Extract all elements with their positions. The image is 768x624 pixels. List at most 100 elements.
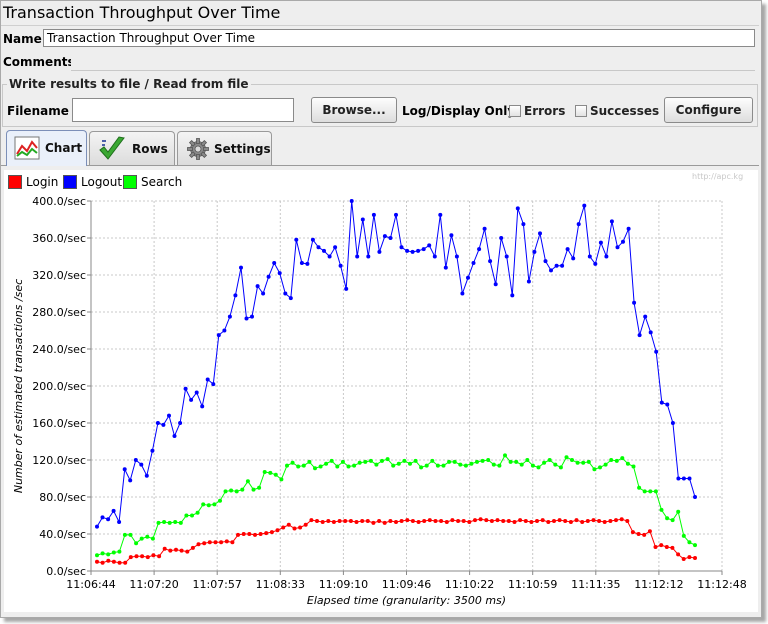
tab-chart[interactable]: Chart (6, 130, 87, 166)
data-point-logout (554, 263, 559, 268)
configure-button[interactable]: Configure (664, 97, 753, 123)
data-point-login (111, 559, 116, 564)
browse-button[interactable]: Browse... (311, 97, 397, 123)
data-point-login (506, 519, 511, 523)
tabs-baseline (1, 165, 759, 166)
data-point-login (501, 519, 506, 523)
data-point-logout (587, 254, 592, 259)
data-point-login (568, 520, 573, 524)
data-point-login (219, 540, 224, 545)
data-point-search (430, 458, 435, 463)
data-point-logout (277, 271, 282, 276)
data-point-logout (410, 249, 415, 254)
data-point-logout (460, 291, 465, 296)
data-point-login (636, 532, 641, 536)
data-point-login (444, 520, 449, 524)
tab-rows[interactable]: Rows (89, 131, 175, 165)
data-point-login (140, 554, 145, 559)
data-point-search (530, 463, 535, 468)
data-point-logout (543, 259, 548, 264)
data-point-login (292, 526, 297, 531)
data-point-login (236, 532, 240, 537)
data-point-login (563, 519, 568, 523)
data-point-logout (172, 434, 177, 438)
data-point-search (475, 459, 479, 464)
errors-checkbox[interactable] (509, 105, 521, 117)
legend-label-search: Search (141, 175, 183, 189)
data-point-search (139, 536, 144, 541)
data-point-search (223, 489, 228, 494)
errors-label: Errors (524, 104, 566, 118)
data-point-logout (504, 254, 509, 259)
filename-input[interactable] (72, 98, 294, 122)
successes-checkbox[interactable] (575, 105, 587, 117)
data-point-login (377, 519, 382, 523)
legend-swatch-login (8, 175, 22, 189)
comments-label: Comments: (3, 55, 80, 69)
data-point-logout (261, 291, 266, 296)
name-input[interactable]: Transaction Throughput Over Time (43, 29, 755, 47)
data-point-search (525, 458, 530, 462)
data-point-logout (178, 421, 183, 425)
data-point-login (343, 519, 348, 523)
data-point-search (111, 550, 116, 555)
data-point-logout (681, 476, 686, 481)
data-point-logout (316, 245, 321, 250)
data-point-search (665, 516, 670, 521)
data-point-login (100, 560, 105, 565)
data-point-logout (144, 473, 149, 478)
data-point-logout (122, 467, 127, 472)
data-point-logout (471, 261, 476, 265)
data-point-logout (95, 524, 99, 529)
data-point-logout (305, 261, 310, 266)
data-point-logout (499, 236, 504, 240)
data-point-logout (139, 462, 144, 467)
data-point-login (439, 519, 444, 523)
data-point-login (614, 518, 618, 523)
comments-input[interactable] (71, 54, 755, 71)
data-point-search (547, 458, 552, 462)
data-point-search (480, 458, 485, 463)
data-point-login (518, 518, 523, 523)
data-point-login (557, 518, 562, 523)
data-point-login (523, 519, 528, 523)
data-point-login (224, 539, 229, 544)
data-point-logout (598, 240, 603, 245)
data-point-logout (227, 314, 232, 319)
data-point-login (258, 532, 263, 536)
data-point-login (382, 520, 387, 525)
data-point-search (296, 464, 301, 469)
tab-rows-label: Rows (132, 142, 168, 156)
data-point-login (399, 519, 404, 523)
data-point-logout (454, 254, 459, 259)
data-point-logout (604, 254, 609, 259)
data-point-login (253, 532, 257, 537)
data-point-logout (382, 234, 387, 239)
tab-settings[interactable]: Settings (177, 131, 272, 165)
data-point-search (117, 549, 122, 554)
data-point-search (676, 509, 681, 514)
x-tick-label: 11:12:48 (697, 578, 746, 591)
x-tick-label: 11:09:10 (319, 578, 368, 591)
data-point-search (307, 459, 312, 464)
y-tick-label: 40.0/sec (39, 528, 86, 541)
data-point-login (337, 519, 342, 523)
data-point-login (106, 558, 111, 563)
data-point-search (542, 460, 547, 465)
data-point-logout (394, 212, 398, 217)
data-point-search (603, 462, 608, 467)
data-point-login (286, 522, 291, 527)
data-point-login (591, 518, 596, 523)
data-point-search (620, 456, 625, 461)
data-point-logout (133, 458, 138, 462)
x-tick-label: 11:12:12 (634, 578, 683, 591)
data-point-logout (576, 222, 581, 227)
data-point-logout (615, 245, 620, 250)
data-point-search (391, 463, 396, 468)
data-point-logout (189, 397, 194, 402)
data-point-search (681, 533, 686, 538)
data-point-search (653, 489, 658, 494)
data-point-logout (155, 421, 160, 425)
data-point-login (450, 518, 455, 523)
data-point-logout (344, 286, 349, 291)
